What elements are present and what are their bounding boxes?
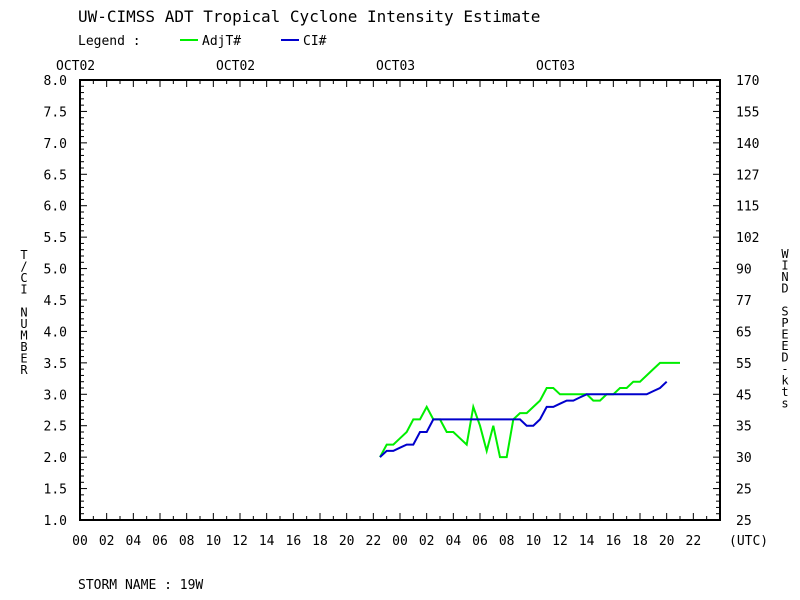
y-tick-label: 4.5 xyxy=(44,294,67,309)
y-tick-label: 6.5 xyxy=(44,168,67,183)
y2-tick-label: 45 xyxy=(736,388,752,403)
y2-tick-label: 102 xyxy=(736,231,759,246)
x-tick-label: 14 xyxy=(579,534,595,549)
x-tick-label: 18 xyxy=(632,534,648,549)
axis-title-char: C xyxy=(20,271,27,285)
axis-title-char: N xyxy=(781,270,788,284)
y-tick-label: 3.5 xyxy=(44,357,67,372)
x-tick-label: 18 xyxy=(312,534,328,549)
y-tick-label: 1.0 xyxy=(44,514,67,529)
x-unit-label: (UTC) xyxy=(729,534,768,549)
x-tick-label: 08 xyxy=(179,534,195,549)
x-tick-label: 20 xyxy=(339,534,355,549)
x-tick-label: 08 xyxy=(499,534,515,549)
storm-name: STORM NAME : 19W xyxy=(78,578,203,593)
x-tick-label: 00 xyxy=(72,534,88,549)
series-layer xyxy=(379,361,680,459)
axis-title-char: - xyxy=(781,362,788,376)
x-tick-label: 10 xyxy=(526,534,542,549)
legend-item-adjt: AdjT# xyxy=(202,34,241,49)
axis-title-char: N xyxy=(20,306,27,320)
y2-tick-label: 140 xyxy=(736,137,759,152)
date-label-2: OCT02 xyxy=(216,59,255,74)
x-tick-label: 02 xyxy=(99,534,115,549)
axis-title-char: t xyxy=(781,385,788,399)
axis-title-char: I xyxy=(781,259,788,273)
y-tick-label: 1.5 xyxy=(44,483,67,498)
y-tick-label: 5.5 xyxy=(44,231,67,246)
y2-tick-label: 30 xyxy=(736,451,752,466)
y2-tick-label: 90 xyxy=(736,263,752,278)
axis-title-char: E xyxy=(20,352,27,366)
y-tick-label: 7.5 xyxy=(44,105,67,120)
y2-tick-label: 25 xyxy=(736,514,752,529)
date-label-3: OCT03 xyxy=(376,59,415,74)
axis-title-char: B xyxy=(20,340,27,354)
x-tick-label: 02 xyxy=(419,534,435,549)
axis-title-char: W xyxy=(781,247,789,261)
y2-tick-label: 55 xyxy=(736,357,752,372)
axis-title-char: D xyxy=(781,282,788,296)
y2-tick-label: 155 xyxy=(736,105,759,120)
y2-tick-label: 25 xyxy=(736,483,752,498)
x-tick-label: 00 xyxy=(392,534,408,549)
y2-tick-label: 170 xyxy=(736,74,759,89)
x-tick-label: 04 xyxy=(446,534,462,549)
plot-frame xyxy=(79,79,721,521)
y-tick-label: 6.0 xyxy=(44,200,67,215)
x-tick-label: 04 xyxy=(126,534,142,549)
series-ci-line xyxy=(379,380,668,458)
y-tick-label: 4.0 xyxy=(44,325,67,340)
axis-title-char: I xyxy=(20,283,27,297)
y-tick-label: 7.0 xyxy=(44,137,67,152)
y-tick-label: 3.0 xyxy=(44,388,67,403)
axis-title-char: S xyxy=(781,305,788,319)
y2-tick-label: 65 xyxy=(736,325,752,340)
x-tick-label: 22 xyxy=(366,534,382,549)
x-tick-label: 06 xyxy=(152,534,168,549)
x-tick-label: 20 xyxy=(659,534,675,549)
y-left-tick-labels: 1.0 1.5 2.0 2.5 3.0 3.5 4.0 4.5 5.0 5.5 6.0 6.5 7.0 7… xyxy=(44,74,67,529)
axis-title-char: P xyxy=(781,316,788,330)
y-tick-label: 5.0 xyxy=(44,263,67,278)
series-adjt-line xyxy=(379,361,680,459)
y-right-tick-labels: 25 25 30 35 45 55 65 77 90 102 115 127 140 155 170 xyxy=(736,74,759,529)
axis-title-char: / xyxy=(20,260,27,274)
x-tick-label: 06 xyxy=(472,534,488,549)
y-tick-label: 2.0 xyxy=(44,451,67,466)
x-tick-label: 10 xyxy=(206,534,222,549)
x-tick-label: 12 xyxy=(232,534,248,549)
y-axis-ticks xyxy=(80,79,720,521)
date-label-4: OCT03 xyxy=(536,59,575,74)
legend-label: Legend : xyxy=(78,34,141,49)
axis-title-char: D xyxy=(781,351,788,365)
axis-title-char: U xyxy=(20,317,27,331)
axis-title-char: M xyxy=(20,329,27,343)
legend-item-ci: CI# xyxy=(303,34,327,49)
axis-title-char: s xyxy=(781,397,788,411)
x-tick-label: 16 xyxy=(606,534,622,549)
axis-title-char: T xyxy=(20,248,27,262)
axis-title-char: k xyxy=(781,374,789,388)
y2-tick-label: 127 xyxy=(736,168,759,183)
x-axis-ticks xyxy=(79,80,721,520)
x-axis-tick-labels: 00 02 04 06 08 10 12 14 16 18 20 22 00 02 04 06 08 10 12 14… xyxy=(72,534,701,549)
axis-title-char: E xyxy=(781,339,788,353)
y2-tick-label: 35 xyxy=(736,420,752,435)
x-tick-label: 12 xyxy=(552,534,568,549)
axis-title-char: E xyxy=(781,328,788,342)
y2-tick-label: 115 xyxy=(736,200,759,215)
x-tick-label: 22 xyxy=(686,534,702,549)
y-tick-label: 2.5 xyxy=(44,420,67,435)
y-tick-label: 8.0 xyxy=(44,74,67,89)
chart-title: UW-CIMSS ADT Tropical Cyclone Intensity … xyxy=(78,7,540,26)
x-tick-label: 14 xyxy=(259,534,275,549)
date-label-1: OCT02 xyxy=(56,59,95,74)
x-tick-label: 16 xyxy=(286,534,302,549)
y2-tick-label: 77 xyxy=(736,294,752,309)
axis-title-char: R xyxy=(20,363,28,377)
